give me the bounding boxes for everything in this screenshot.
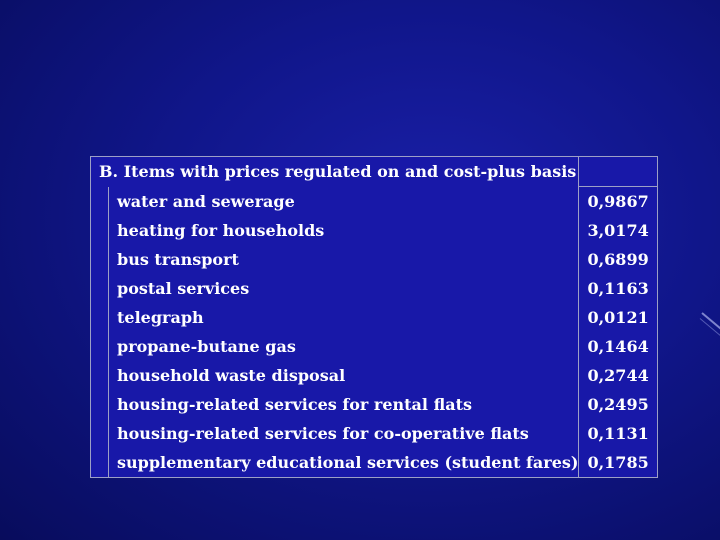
row-item: bus transport [107, 245, 580, 274]
table-row: supplementary educational services (stud… [90, 448, 659, 478]
row-item: heating for households [107, 216, 580, 245]
table-row: postal services 0,1163 [90, 274, 659, 303]
table-row: bus transport 0,6899 [90, 245, 659, 274]
table-row: household waste disposal 0,2744 [90, 361, 659, 390]
table-header-spacer [578, 156, 659, 187]
row-item: telegraph [107, 303, 580, 332]
row-value: 0,9867 [578, 186, 659, 216]
row-value: 0,2744 [578, 361, 659, 390]
table-row: telegraph 0,0121 [90, 303, 659, 332]
row-value: 0,1163 [578, 274, 659, 303]
table-header-row: B. Items with prices regulated on and co… [89, 156, 659, 187]
row-item: propane-butane gas [107, 332, 580, 361]
row-value: 0,2495 [578, 390, 659, 419]
row-value: 0,1131 [578, 419, 659, 448]
table-row: water and sewerage 0,9867 [90, 186, 659, 216]
row-value: 0,1785 [578, 448, 659, 478]
row-item: water and sewerage [107, 186, 580, 216]
row-value: 0,0121 [578, 303, 659, 332]
row-item: supplementary educational services (stud… [107, 448, 580, 478]
price-table: B. Items with prices regulated on and co… [89, 156, 659, 478]
row-item: housing-related services for co-operativ… [107, 419, 580, 448]
row-item: household waste disposal [107, 361, 580, 390]
row-value: 3,0174 [578, 216, 659, 245]
row-value: 0,1464 [578, 332, 659, 361]
row-item: postal services [107, 274, 580, 303]
table-row: housing-related services for rental flat… [90, 390, 659, 419]
table-row: heating for households 3,0174 [90, 216, 659, 245]
table-header: B. Items with prices regulated on and co… [89, 156, 580, 187]
table-row: housing-related services for co-operativ… [90, 419, 659, 448]
row-item: housing-related services for rental flat… [107, 390, 580, 419]
table-row: propane-butane gas 0,1464 [90, 332, 659, 361]
row-value: 0,6899 [578, 245, 659, 274]
